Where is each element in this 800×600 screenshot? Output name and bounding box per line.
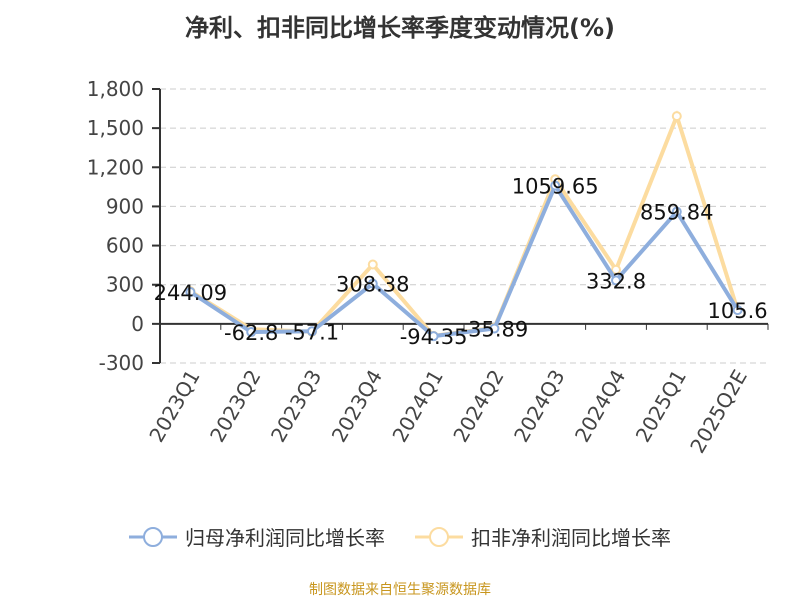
x-tick-label: 2024Q2 [448,366,508,447]
data-label: 332.8 [586,269,646,293]
data-label: 244.09 [154,281,227,305]
legend: 归母净利润同比增长率 扣非净利润同比增长率 [0,522,800,551]
data-point [367,278,378,289]
data-label: 308.38 [336,273,409,297]
data-point [611,264,621,275]
legend-item-net-profit[interactable]: 归母净利润同比增长率 [129,522,385,551]
y-tick-label: 600 [106,234,144,258]
x-tick-label: 2023Q1 [144,366,204,447]
data-label: -62.8 [224,321,278,345]
data-point [185,287,196,298]
y-tick-label: 1,500 [87,116,144,140]
data-point [550,180,561,191]
data-point [611,275,621,286]
data-point [732,305,743,316]
series-line [189,181,740,339]
x-tick-label: 2025Q2E [685,366,752,458]
y-tick-label: 900 [106,194,144,218]
data-label: 1059.65 [512,175,599,199]
x-tick-label: 2025Q1 [631,366,691,447]
x-tick-label: 2023Q2 [205,366,265,447]
x-tick-label: 2024Q1 [387,365,447,446]
x-tick-label: 2024Q3 [509,366,569,447]
data-label: 105.6 [708,299,768,323]
y-tick-label: 0 [131,312,144,336]
legend-label: 扣非净利润同比增长率 [471,526,671,550]
data-point [671,206,682,217]
data-label: -57.1 [285,320,339,344]
x-tick-label: 2023Q4 [327,366,387,447]
data-label: -35.89 [461,318,529,342]
legend-item-deducted-profit[interactable]: 扣非净利润同比增长率 [415,522,671,551]
data-point [307,326,317,337]
data-point [428,331,439,342]
legend-label: 归母净利润同比增长率 [185,526,385,550]
x-tick-label: 2024Q4 [570,366,630,447]
data-point [367,259,378,270]
series-line [189,110,740,338]
source-note: 制图数据来自恒生聚源数据库 [309,582,491,598]
data-point [671,111,682,122]
y-tick-label: 1,200 [87,155,144,179]
data-label: -94.35 [400,325,468,349]
y-tick-label: 300 [106,273,144,297]
data-label: 859.84 [640,201,713,225]
y-tick-label: 1,800 [87,77,144,101]
data-point [489,323,500,334]
x-tick-label: 2023Q3 [266,366,326,447]
y-tick-label: -300 [99,351,144,375]
data-point [246,327,257,338]
chart-title: 净利、扣非同比增长率季度变动情况(%) [185,14,615,42]
